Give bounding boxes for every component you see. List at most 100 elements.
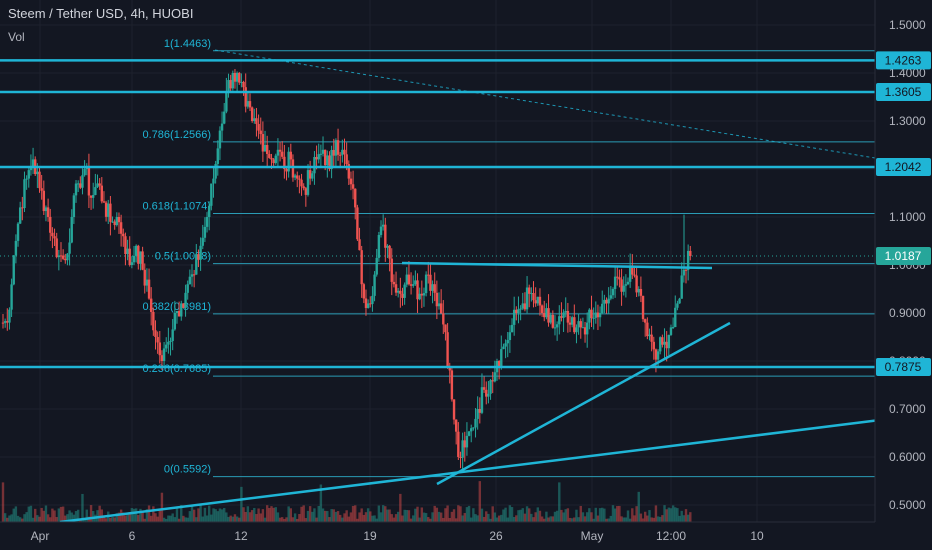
volume-bar (240, 486, 243, 522)
volume-bar (487, 513, 490, 522)
candle-body (478, 409, 482, 413)
price-tick-label: 0.9000 (889, 306, 926, 320)
candle-body (184, 292, 187, 308)
candle-body (92, 194, 95, 198)
candlestick-series (1, 69, 692, 470)
candle-body (418, 293, 421, 300)
time-tick-label: 10 (750, 529, 764, 543)
volume-bar (113, 517, 116, 522)
volume-bar (633, 515, 636, 522)
candle-body (611, 289, 615, 296)
volume-bar (442, 517, 445, 522)
candle-body (231, 73, 235, 89)
level-badge-box (876, 358, 931, 376)
volume-bar (590, 512, 593, 522)
candle-body (502, 346, 505, 350)
volume-bar (347, 516, 350, 522)
candle-body (137, 245, 140, 264)
candle-body (598, 313, 602, 318)
level-badge-box (876, 51, 931, 70)
candle-body (12, 255, 15, 285)
volume-bar (323, 510, 327, 522)
volume-bar (119, 509, 123, 522)
candle-body (10, 284, 13, 310)
candle-body (111, 221, 114, 223)
candle-body (463, 440, 466, 448)
candle-body (663, 341, 666, 345)
volume-bar (508, 505, 512, 522)
candle-body (276, 149, 280, 156)
price-tick-label: 1.4000 (889, 66, 926, 80)
candle-body (575, 327, 578, 333)
volume-bar (210, 514, 213, 522)
candle-body (682, 269, 686, 276)
candle-body (689, 250, 692, 257)
volume-bar (637, 491, 640, 522)
candle-body (613, 276, 617, 289)
volume-bar (137, 515, 140, 522)
candle-body (506, 340, 509, 344)
volume-bar (330, 509, 333, 522)
volume-bar (674, 507, 677, 522)
candle-body (203, 226, 207, 238)
volume-bar (579, 505, 582, 522)
candle-body (577, 321, 580, 328)
volume-bar (289, 508, 293, 522)
candle-body (388, 245, 391, 259)
volume-bar (36, 515, 39, 522)
candle-body (659, 337, 662, 352)
volume-bar (366, 508, 370, 522)
volume-bar (25, 512, 28, 522)
fib-level-label: 0.382(0.8981) (143, 301, 212, 313)
price-tick-label: 1.3000 (889, 114, 926, 128)
volume-bar (72, 514, 76, 522)
candle-body (173, 313, 177, 330)
volume-bar (586, 512, 589, 522)
candle-body (87, 167, 91, 196)
volume-bar (160, 492, 164, 522)
candle-body (332, 149, 335, 156)
volume-bar (356, 518, 359, 522)
candle-body (130, 262, 134, 265)
volume-bar (457, 505, 460, 522)
time-tick-label: May (581, 529, 604, 543)
level-badge-box (876, 82, 931, 101)
volume-bar (639, 513, 643, 522)
candle-body (521, 303, 524, 309)
candle-body (648, 334, 651, 337)
volume-bar (184, 517, 187, 522)
candle-body (669, 327, 673, 335)
volume-bar (592, 518, 595, 522)
volume-bar (543, 518, 546, 522)
volume-bar (111, 516, 114, 522)
volume-bar (3, 513, 7, 522)
volume-bar (27, 506, 30, 522)
candle-body (639, 289, 643, 296)
volume-bar (643, 511, 647, 522)
candle-body (351, 184, 355, 189)
candle-body (141, 251, 144, 270)
candle-body (268, 153, 271, 158)
volume-bar (257, 508, 260, 522)
volume-bar (502, 509, 505, 522)
volume-bar (231, 516, 235, 522)
symbol-title[interactable]: Steem / Tether USD, 4h, HUOBI (8, 6, 194, 21)
volume-bar (461, 515, 464, 522)
volume-bar (158, 510, 161, 522)
candle-body (448, 366, 451, 371)
candle-body (579, 321, 582, 328)
volume-bar (409, 518, 413, 522)
candle-body (214, 163, 217, 179)
candle-body (253, 118, 256, 121)
candle-body (319, 153, 323, 155)
candle-body (656, 351, 660, 360)
candle-body (107, 203, 110, 217)
candle-body (190, 274, 194, 277)
candle-body (654, 349, 658, 360)
candle-body (29, 168, 33, 171)
volume-bar (547, 517, 550, 522)
candle-body (261, 134, 265, 152)
volume-bar (500, 514, 503, 522)
volume-bar (263, 517, 267, 522)
